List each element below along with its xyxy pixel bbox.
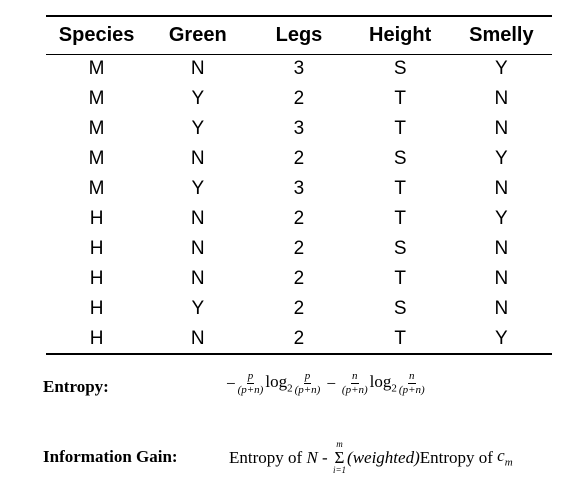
fraction-p-over-total: p (p+n) bbox=[238, 371, 264, 396]
table-cell-species: M bbox=[88, 118, 105, 139]
table-cell-smelly: N bbox=[494, 268, 509, 289]
table-cell-species: H bbox=[89, 298, 104, 319]
table-cell-species: M bbox=[88, 148, 105, 169]
table-cell-species: H bbox=[89, 238, 104, 259]
table-cell-green: N bbox=[190, 238, 205, 259]
table-cell-legs: 3 bbox=[293, 58, 305, 80]
table-cell-green: N bbox=[190, 208, 205, 229]
minus-dash: - bbox=[317, 447, 332, 467]
table-cell-height: T bbox=[349, 324, 451, 355]
table-cell-green: Y bbox=[191, 118, 205, 139]
table-cell-height: S bbox=[393, 58, 407, 80]
table-row: M N 3 S Y bbox=[46, 54, 552, 84]
table-cell-green: N bbox=[190, 58, 205, 80]
fraction-denominator: (p+n) bbox=[398, 384, 425, 396]
table-cell-species: M bbox=[88, 88, 105, 109]
table-cell-species: H bbox=[46, 324, 148, 355]
fraction-numerator: p bbox=[303, 370, 312, 384]
table-cell-legs: 2 bbox=[293, 238, 305, 259]
table-cell-legs: 2 bbox=[293, 148, 305, 169]
table-cell-legs: 2 bbox=[293, 298, 305, 319]
table-cell-smelly: N bbox=[494, 88, 509, 109]
fraction-denominator: (p+n) bbox=[294, 384, 321, 396]
table-cell-smelly: N bbox=[494, 178, 509, 199]
weighted-term: (weighted) bbox=[347, 447, 420, 467]
fraction-numerator: n bbox=[351, 370, 359, 384]
table-cell-height: T bbox=[394, 88, 406, 109]
table-cell-species: H bbox=[89, 208, 104, 229]
fraction-n-over-total: n (p+n) bbox=[399, 371, 425, 396]
formula-suffix: Entropy of bbox=[419, 447, 493, 467]
entropy-label: Entropy: bbox=[43, 377, 109, 396]
table-cell-green: Y bbox=[191, 178, 205, 199]
summation-upper-limit: m bbox=[336, 439, 343, 449]
information-gain-label: Information Gain: bbox=[43, 447, 178, 466]
log-function: log2 bbox=[369, 372, 397, 395]
table-cell-height: S bbox=[393, 148, 407, 169]
table-cell-smelly: Y bbox=[495, 208, 508, 229]
table-header-row: Species Green Legs Height Smelly bbox=[46, 15, 552, 55]
table-cell-height: T bbox=[394, 118, 406, 139]
summation-symbol: Σ bbox=[334, 448, 345, 467]
table-cell-green: N bbox=[190, 268, 205, 289]
summation-lower-limit: i=1 bbox=[332, 465, 347, 475]
table-cell-smelly: Y bbox=[495, 148, 508, 169]
table-cell-smelly: N bbox=[494, 118, 509, 139]
column-header-smelly: Smelly bbox=[450, 15, 552, 55]
table-cell-smelly: N bbox=[494, 238, 509, 259]
fraction-numerator: n bbox=[408, 370, 416, 384]
fraction-denominator: (p+n) bbox=[237, 384, 264, 396]
table-cell-height: S bbox=[393, 298, 407, 319]
table-cell-legs: 3 bbox=[293, 118, 305, 139]
fraction-p-over-total: p (p+n) bbox=[295, 371, 321, 396]
entropy-formula: − p (p+n) log2 p (p+n) − n (p+n) log2 n … bbox=[226, 371, 427, 396]
set-variable: N bbox=[306, 447, 318, 467]
table-cell-smelly: Y bbox=[495, 58, 508, 80]
table-row: H Y 2 S N bbox=[46, 294, 552, 324]
table-cell-height: T bbox=[394, 178, 406, 199]
table-cell-species: H bbox=[89, 268, 104, 289]
table-cell-height: T bbox=[394, 268, 406, 289]
column-header-legs: Legs bbox=[248, 15, 350, 55]
summation: m Σ i=1 bbox=[333, 440, 346, 475]
minus-sign: − bbox=[226, 373, 236, 393]
column-header-green: Green bbox=[147, 15, 249, 55]
table-cell-legs: 2 bbox=[293, 208, 305, 229]
table-row: H N 2 T Y bbox=[46, 204, 552, 234]
table-cell-green: N bbox=[190, 148, 205, 169]
table-row: M Y 2 T N bbox=[46, 84, 552, 114]
information-gain-formula: Entropy of N - m Σ i=1 (weighted) Entropy… bbox=[229, 440, 513, 475]
table-row: M N 2 S Y bbox=[46, 144, 552, 174]
formula-prefix: Entropy of bbox=[229, 447, 303, 467]
fraction-numerator: p bbox=[246, 370, 255, 384]
table-cell-legs: 2 bbox=[293, 88, 305, 109]
column-header-height: Height bbox=[349, 15, 451, 55]
table-cell-height: S bbox=[393, 238, 407, 259]
table-cell-smelly: Y bbox=[450, 324, 552, 355]
column-header-species: Species bbox=[46, 15, 148, 55]
table-cell-height: T bbox=[394, 208, 406, 229]
subset-variable: cm bbox=[497, 446, 513, 469]
table-cell-species: M bbox=[88, 178, 105, 199]
table-cell-legs: 2 bbox=[248, 324, 350, 355]
table-cell-species: M bbox=[88, 58, 105, 80]
table-cell-legs: 3 bbox=[293, 178, 305, 199]
fraction-denominator: (p+n) bbox=[341, 384, 368, 396]
table-row: M Y 3 T N bbox=[46, 114, 552, 144]
minus-sign: − bbox=[326, 373, 336, 393]
table-cell-green: N bbox=[147, 324, 249, 355]
table-row: H N 2 T N bbox=[46, 264, 552, 294]
table-cell-green: Y bbox=[191, 298, 205, 319]
table-cell-green: Y bbox=[191, 88, 205, 109]
log-function: log2 bbox=[265, 372, 293, 395]
table-cell-smelly: N bbox=[494, 298, 509, 319]
table-row: M Y 3 T N bbox=[46, 174, 552, 204]
fraction-n-over-total: n (p+n) bbox=[342, 371, 368, 396]
table-row: H N 2 S N bbox=[46, 234, 552, 264]
table-cell-legs: 2 bbox=[293, 268, 305, 289]
